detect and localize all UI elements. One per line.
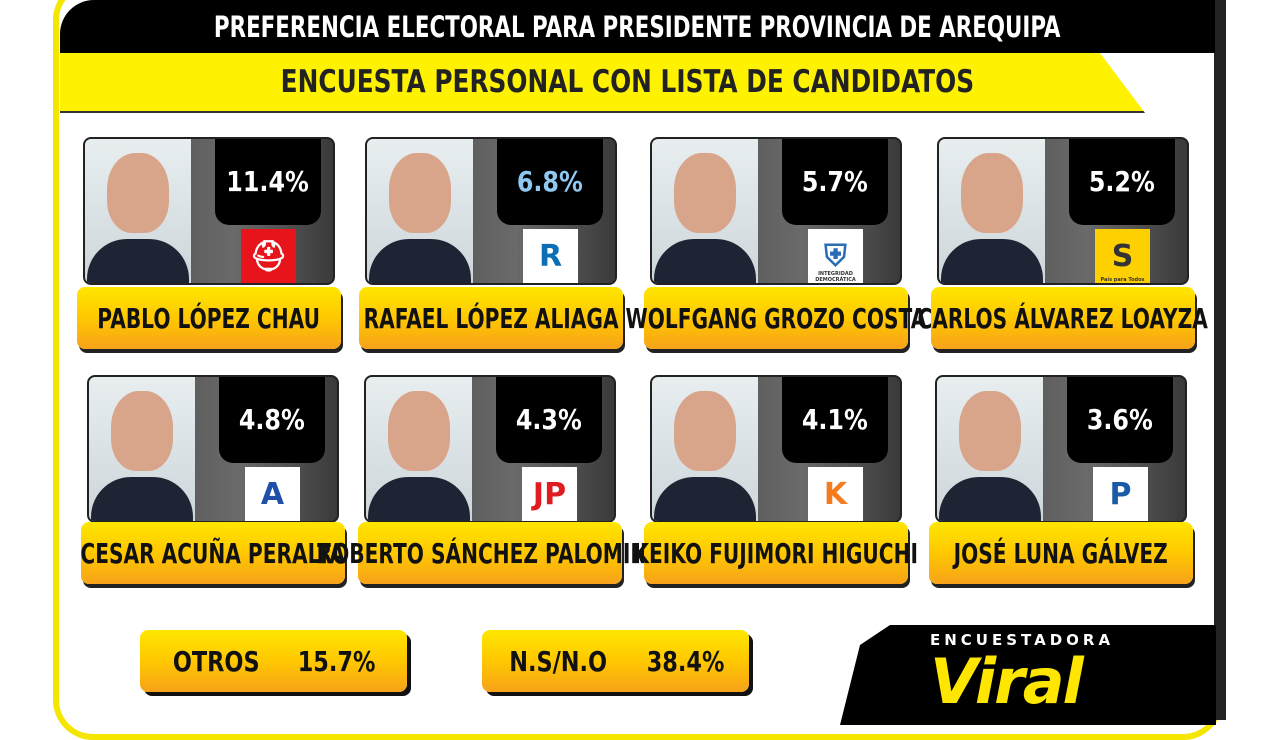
others-label: OTROS <box>172 644 260 678</box>
candidate-card: 6.8% R <box>365 137 617 285</box>
title-bar: PREFERENCIA ELECTORAL PARA PRESIDENTE PR… <box>60 0 1215 53</box>
photo-face <box>107 153 169 233</box>
percent-text: 3.6% <box>1086 402 1154 436</box>
candidate-name: WOLFGANG GROZO COSTA <box>625 301 927 335</box>
photo-suit <box>369 239 471 283</box>
brand-logo: ENCUESTADORA Viral <box>840 625 1216 725</box>
letter-a-icon: A <box>245 467 300 521</box>
title: PREFERENCIA ELECTORAL PARA PRESIDENTE PR… <box>214 9 1061 44</box>
party-logo-text: INTEGRIDAD DEMOCRÁTICA <box>815 271 856 283</box>
candidate-name: CESAR ACUÑA PERALTA <box>80 536 346 570</box>
party-logo-text: País para Todos <box>1100 277 1145 283</box>
candidate-photo <box>652 377 758 521</box>
candidate-card: 11.4% ⛑ <box>83 137 335 285</box>
candidate-percent: 11.4% <box>215 139 321 225</box>
candidate-photo <box>652 139 758 283</box>
undecided-value: 38.4% <box>646 644 725 678</box>
candidate-name-plate: JOSÉ LUNA GÁLVEZ <box>929 522 1193 584</box>
photo-suit <box>939 477 1041 521</box>
candidate-name-plate: CARLOS ÁLVAREZ LOAYZA <box>918 287 1208 349</box>
photo-face <box>674 391 736 471</box>
jp-icon: JP <box>522 467 577 521</box>
photo-suit <box>91 477 193 521</box>
candidate-card: 5.7% ⛨ INTEGRIDAD DEMOCRÁTICA <box>650 137 902 285</box>
percent-text: 4.8% <box>238 402 306 436</box>
photo-suit <box>941 239 1043 283</box>
candidate-percent: 3.6% <box>1067 377 1173 463</box>
brand-line1: ENCUESTADORA <box>930 631 1115 649</box>
photo-face <box>959 391 1021 471</box>
candidate-name-plate: WOLFGANG GROZO COSTA <box>626 287 926 349</box>
percent-text: 5.7% <box>801 164 869 198</box>
subtitle-band: ENCUESTA PERSONAL CON LISTA DE CANDIDATO… <box>60 53 1145 113</box>
candidate-card: 5.2% S País para Todos <box>937 137 1189 285</box>
letter-p-icon: P <box>1093 467 1148 521</box>
others-value: 15.7% <box>297 644 376 678</box>
photo-face <box>389 153 451 233</box>
percent-text: 4.1% <box>801 402 869 436</box>
photo-face <box>388 391 450 471</box>
handshake-shield-icon: ⛨ INTEGRIDAD DEMOCRÁTICA <box>808 229 863 283</box>
percent-text: 4.3% <box>515 402 583 436</box>
candidate-card: 3.6% P <box>935 375 1187 523</box>
photo-suit <box>654 239 756 283</box>
poster-frame <box>53 0 1223 740</box>
candidate-name: JOSÉ LUNA GÁLVEZ <box>953 536 1169 570</box>
helmet-icon: ⛑ <box>241 229 296 283</box>
candidate-photo <box>366 377 472 521</box>
candidate-card: 4.8% A <box>87 375 339 523</box>
percent-text: 6.8% <box>516 164 584 198</box>
photo-face <box>961 153 1023 233</box>
candidate-name: CARLOS ÁLVAREZ LOAYZA <box>917 301 1209 335</box>
photo-suit <box>87 239 189 283</box>
right-border <box>1214 0 1226 720</box>
others-box: OTROS 15.7% <box>140 630 407 692</box>
candidate-percent: 4.3% <box>496 377 602 463</box>
candidate-photo <box>937 377 1043 521</box>
candidate-name-plate: CESAR ACUÑA PERALTA <box>81 522 345 584</box>
candidate-card: 4.1% K <box>650 375 902 523</box>
candidate-photo <box>89 377 195 521</box>
photo-face <box>111 391 173 471</box>
candidate-name: PABLO LÓPEZ CHAU <box>97 301 321 335</box>
letter-k-icon: K <box>808 467 863 521</box>
candidate-name-plate: ROBERTO SÁNCHEZ PALOMINO <box>316 522 664 584</box>
percent-text: 5.2% <box>1088 164 1156 198</box>
undecided-label: N.S/N.O <box>508 644 607 678</box>
photo-face <box>674 153 736 233</box>
brand-line2: Viral <box>930 645 1084 718</box>
candidate-name: RAFAEL LÓPEZ ALIAGA <box>363 301 619 335</box>
candidate-name: KEIKO FUJIMORI HIGUCHI <box>633 536 919 570</box>
candidate-name: ROBERTO SÁNCHEZ PALOMINO <box>316 536 664 570</box>
letter-r-icon: R <box>523 229 578 283</box>
road-icon: S País para Todos <box>1095 229 1150 283</box>
candidate-card: 4.3% JP <box>364 375 616 523</box>
photo-suit <box>654 477 756 521</box>
candidate-photo <box>939 139 1045 283</box>
percent-text: 11.4% <box>226 164 310 198</box>
subtitle: ENCUESTA PERSONAL CON LISTA DE CANDIDATO… <box>280 64 975 100</box>
candidate-percent: 6.8% <box>497 139 603 225</box>
candidate-percent: 4.8% <box>219 377 325 463</box>
candidate-percent: 4.1% <box>782 377 888 463</box>
undecided-box: N.S/N.O 38.4% <box>482 630 749 692</box>
candidate-name-plate: KEIKO FUJIMORI HIGUCHI <box>634 522 918 584</box>
candidate-photo <box>367 139 473 283</box>
candidate-name-plate: PABLO LÓPEZ CHAU <box>77 287 341 349</box>
candidate-percent: 5.7% <box>782 139 888 225</box>
candidate-percent: 5.2% <box>1069 139 1175 225</box>
candidate-name-plate: RAFAEL LÓPEZ ALIAGA <box>359 287 623 349</box>
candidate-photo <box>85 139 191 283</box>
photo-suit <box>368 477 470 521</box>
